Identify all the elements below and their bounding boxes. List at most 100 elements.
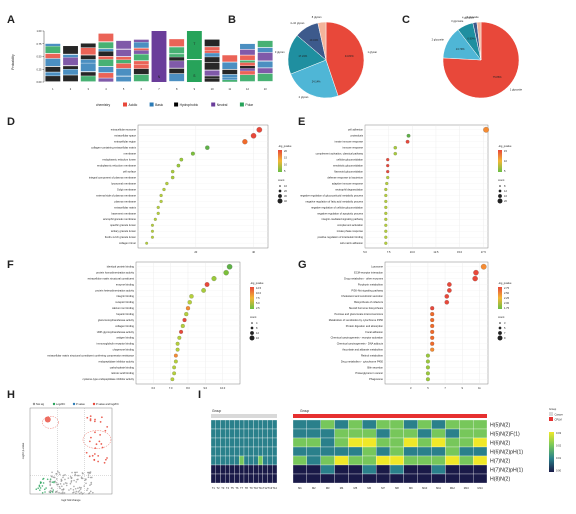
volcano-point-sig <box>97 455 100 457</box>
dot-d-term-label: Golgi membrane <box>117 187 137 191</box>
logo-letter-p <box>240 60 255 63</box>
heatmap-cancer-col-label: T13 <box>268 486 273 490</box>
heatmap-cplm-cell <box>348 455 363 466</box>
dot-d-color-tick: 15 <box>284 156 287 160</box>
panel-label-b: B <box>228 14 236 26</box>
logo-letter-e <box>240 49 255 55</box>
dot-d-size-legend-title: count <box>278 178 285 182</box>
dot-d-term-label: collagen-containing extracellular matrix <box>91 146 137 150</box>
logo-x-tick-label: 11 <box>228 87 231 91</box>
volcano-point-ns <box>63 483 65 485</box>
pie-b-slice-pct: 17.24% <box>298 54 307 58</box>
volcano-point-sig <box>106 457 108 459</box>
volcano-point-ns <box>58 485 61 488</box>
dot-g-color-tick: 2.25 <box>504 296 510 300</box>
heatmap-cplm-cell <box>472 437 488 448</box>
heatmap-cplm-cell <box>292 428 308 439</box>
logo-letter-g <box>257 47 273 53</box>
dot-g-term-label: Metabolism of xenobiotics by cytochrome … <box>329 318 384 322</box>
heatmap-cplm-cell <box>320 446 335 457</box>
dot-f-term-label: calcium ion binding <box>112 306 135 310</box>
dot-d-term-label: extracellular exosome <box>111 128 137 132</box>
heatmap-cplm-cell <box>459 446 474 457</box>
heatmap-cplm-cell <box>472 473 488 484</box>
logo-letter-g <box>240 62 255 66</box>
heatmap-cancer-col-label: T7 <box>240 486 244 490</box>
heatmap-cplm-cell <box>334 464 349 475</box>
heatmap-cancer-cell <box>234 446 240 457</box>
dot-g-dot <box>430 335 435 340</box>
heatmap-cancer-cell <box>220 446 226 457</box>
dot-f-term-label: protein heterodimerization activity <box>95 288 134 292</box>
heatmap-cplm-cell <box>320 437 335 448</box>
volcano-legend-label: P-value and log2FC <box>96 402 119 406</box>
heatmap-cplm-cell <box>292 446 308 457</box>
dot-f-dot <box>182 317 187 323</box>
logo-letter-g <box>169 54 185 57</box>
dot-d-dot <box>159 199 163 204</box>
volcano-point-fc <box>40 481 42 484</box>
heatmap-cplm-cell <box>445 428 460 439</box>
logo-letter-p <box>169 47 185 54</box>
pie-b-slice <box>325 21 365 97</box>
dot-f-term-label: heparin binding <box>116 312 134 316</box>
dot-e-size-dot <box>497 198 503 204</box>
heatmap-cplm-cell <box>334 446 349 457</box>
heatmap-cancer-cell <box>267 455 273 466</box>
heatmap-cancer-cell <box>272 464 278 475</box>
dot-g-color-tick: 2.50 <box>504 291 510 295</box>
volcano-point-ns <box>75 492 77 495</box>
volcano-point-ns <box>80 491 83 494</box>
heatmap-cplm-cell <box>445 446 460 457</box>
dot-g-term-label: Porphyrin metabolism <box>358 282 383 286</box>
volcano-point-ns <box>49 480 52 482</box>
heatmap-cancer-cell <box>262 446 268 457</box>
logo-letter-g <box>45 53 61 59</box>
volcano-point-sig <box>85 451 88 454</box>
dot-f-dot <box>184 312 189 317</box>
volcano-point-sig <box>99 433 102 436</box>
logo-letter-f <box>204 62 220 70</box>
logo-letter-k <box>240 68 255 71</box>
heatmap-cplm-cell <box>375 464 391 475</box>
volcano-point-ns <box>91 476 93 479</box>
heatmap-cplm-col-label: M3 <box>326 486 330 490</box>
heatmap-cplm-cell <box>306 473 321 484</box>
dot-f-color-tick: 10.0 <box>256 291 262 295</box>
dot-g-dot <box>430 323 435 328</box>
dot-g-dot <box>430 329 435 334</box>
volcano-point-ns <box>89 476 92 479</box>
logo-letter-a <box>80 43 96 48</box>
volcano-point-fc <box>44 491 46 493</box>
logo-legend-title: chemistry <box>96 103 110 107</box>
dot-e-x-tick-label: 10.0 <box>410 250 416 254</box>
volcano-point-ns <box>71 471 73 474</box>
heatmap-cancer-cell <box>220 419 226 430</box>
dot-e-dot <box>384 187 388 192</box>
heatmap-cplm-cell <box>459 419 474 430</box>
logo-letter-label: S <box>193 74 196 78</box>
logo-y-tick-label: 0.50 <box>36 55 42 59</box>
dot-g-color-tick: 2.00 <box>504 301 510 305</box>
heatmap-cancer-cell <box>257 419 264 430</box>
panel-label-a: A <box>7 14 15 26</box>
dot-f-dot <box>173 359 178 364</box>
dot-e-dot <box>393 145 397 150</box>
dot-e-x-tick-label: 7.5 <box>387 250 391 254</box>
dot-f-dot <box>189 294 194 299</box>
heatmap-row-label: H(6)N(2)pH(1) <box>490 449 523 455</box>
volcano-point-ns <box>89 484 91 486</box>
volcano-point-sig <box>88 440 91 443</box>
heatmap-cancer-cell <box>229 446 235 457</box>
dot-e-dot <box>405 139 410 144</box>
heatmap-cancer-cell <box>253 455 259 466</box>
volcano-point-ns <box>55 478 58 480</box>
heatmap-cplm-cell <box>306 419 321 430</box>
heatmap-cancer-cell <box>224 446 231 457</box>
heatmap-cplm-cell <box>320 473 335 484</box>
dot-e-dot <box>393 151 397 156</box>
heatmap-cancer-cell <box>272 428 278 439</box>
dot-d-term-label: extracellular region <box>114 140 136 144</box>
heatmap-cplm-cell <box>417 446 432 457</box>
heatmap-cancer-cell <box>234 473 240 484</box>
